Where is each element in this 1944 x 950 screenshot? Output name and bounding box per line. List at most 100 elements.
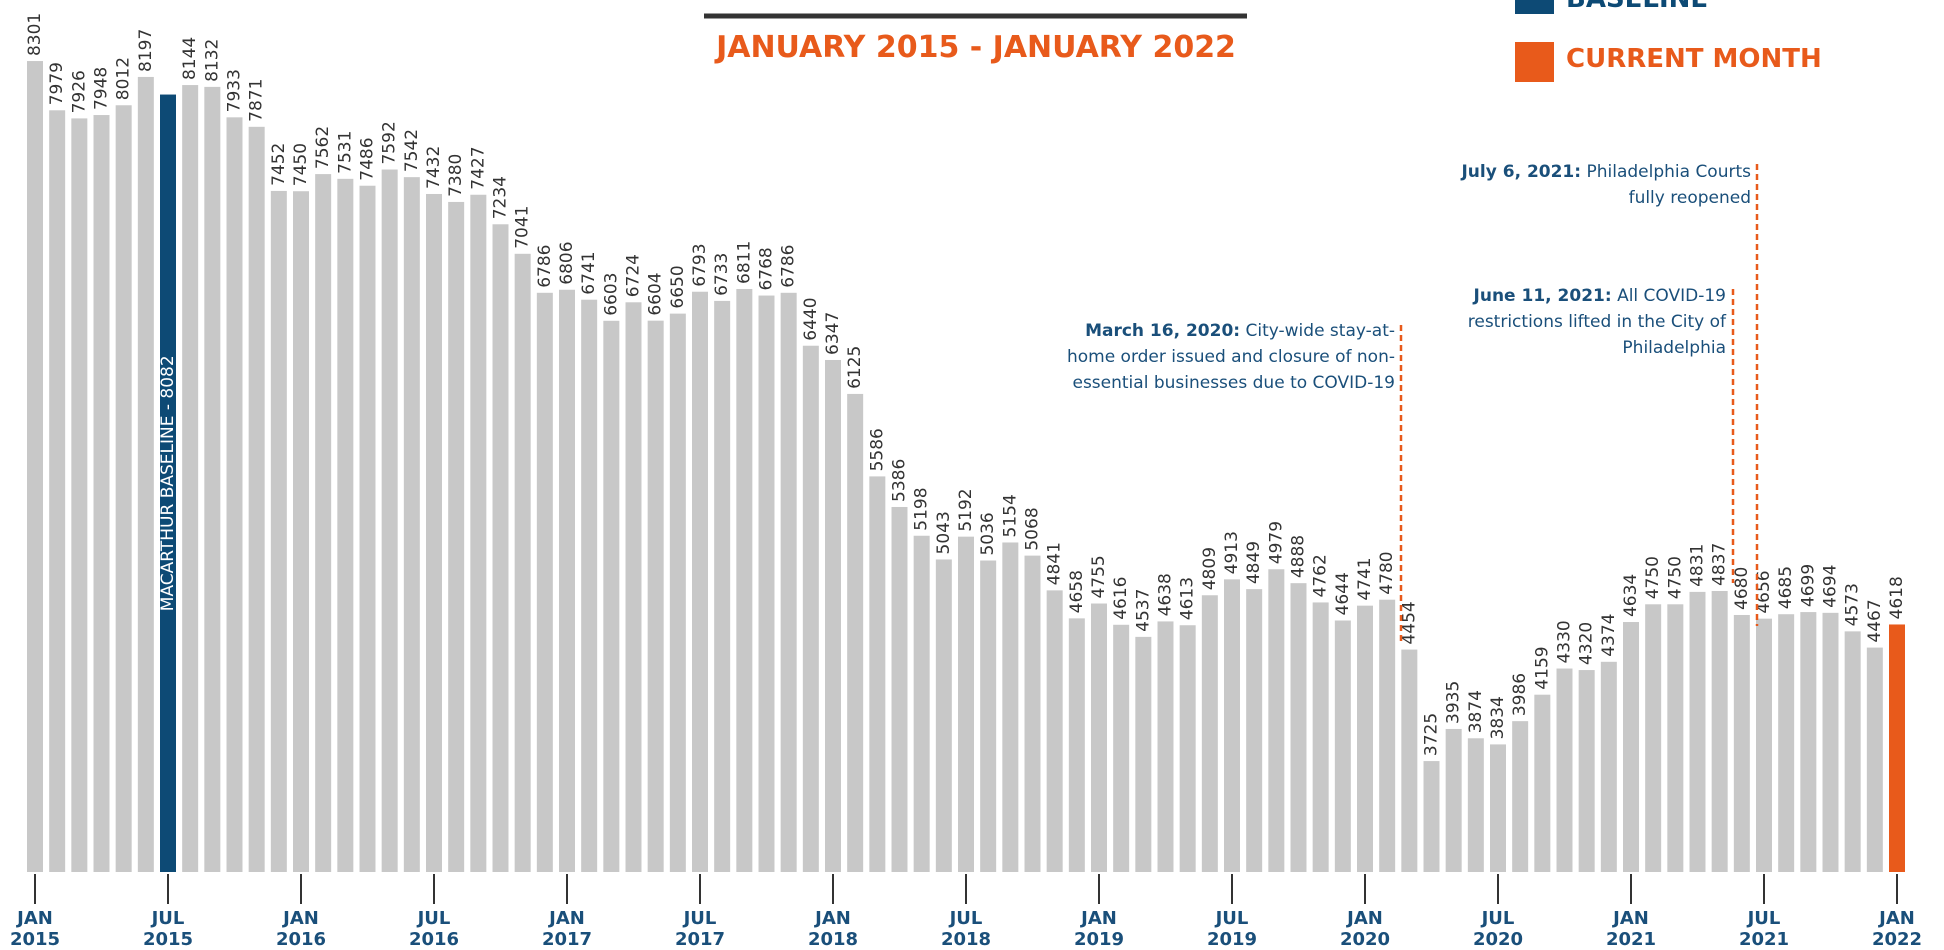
value-label: 4750 xyxy=(1643,556,1663,599)
value-label: 4699 xyxy=(1798,564,1818,607)
value-label: 7979 xyxy=(47,62,67,105)
bar xyxy=(1556,668,1573,872)
value-label: 6806 xyxy=(557,241,577,284)
bar xyxy=(1711,590,1728,872)
value-label: 7452 xyxy=(269,143,289,186)
chart-subtitle: JANUARY 2015 - JANUARY 2022 xyxy=(716,30,1236,65)
bar xyxy=(1778,614,1795,872)
value-label: 6768 xyxy=(757,247,777,290)
value-label: 4762 xyxy=(1311,554,1331,597)
value-label: 8132 xyxy=(202,39,222,82)
value-label: 4979 xyxy=(1266,521,1286,564)
legend-swatch xyxy=(1515,42,1554,82)
annotation-text: Philadelphia Courts fully reopened xyxy=(1586,162,1751,208)
value-label: 8301 xyxy=(25,13,45,56)
bar xyxy=(492,224,509,872)
bar xyxy=(958,536,974,872)
bar xyxy=(1334,620,1351,872)
bar xyxy=(1844,631,1861,872)
bar xyxy=(1290,583,1307,872)
bar xyxy=(1756,618,1772,872)
bar xyxy=(1113,624,1130,872)
value-label: 7926 xyxy=(69,70,89,113)
value-label: 6793 xyxy=(690,243,710,286)
bar xyxy=(1312,602,1329,872)
x-tick-label: JUL 2019 xyxy=(1206,908,1258,950)
value-label: 5192 xyxy=(956,488,976,531)
annotation: July 6, 2021: Philadelphia Courts fully … xyxy=(1461,159,1751,211)
value-label: 3935 xyxy=(1444,681,1464,724)
value-label: 6650 xyxy=(668,265,688,308)
x-tick-label: JAN 2017 xyxy=(541,908,593,950)
bar xyxy=(71,118,88,872)
value-label: 7948 xyxy=(92,67,112,110)
x-tick-label: JAN 2015 xyxy=(9,908,61,950)
bar xyxy=(514,253,531,872)
value-label: 4750 xyxy=(1665,556,1685,599)
value-label: 4755 xyxy=(1089,555,1109,598)
value-label: 7450 xyxy=(291,143,311,186)
bar xyxy=(470,194,487,872)
bar xyxy=(1401,649,1418,872)
x-tick-label: JAN 2020 xyxy=(1339,908,1391,950)
value-label: 4634 xyxy=(1621,574,1641,617)
value-label: 4913 xyxy=(1222,531,1242,574)
annotation-date: March 16, 2020: xyxy=(1085,321,1241,341)
value-label: 3725 xyxy=(1422,713,1442,756)
value-label: 7432 xyxy=(424,146,444,189)
bar xyxy=(426,193,442,872)
value-label: 7234 xyxy=(491,176,511,219)
x-tick-label: JAN 2018 xyxy=(807,908,859,950)
legend-label: BASELINE xyxy=(1566,0,1708,14)
value-label: 4658 xyxy=(1067,570,1087,613)
bar xyxy=(1423,761,1440,872)
value-label: 4656 xyxy=(1754,570,1774,613)
bar xyxy=(270,190,287,872)
bar xyxy=(1490,744,1506,872)
value-label: 7427 xyxy=(468,146,488,189)
bar xyxy=(825,359,841,872)
bar xyxy=(1512,721,1529,872)
value-label: 6603 xyxy=(601,273,621,316)
bar xyxy=(448,201,465,873)
value-label: 4685 xyxy=(1776,566,1796,609)
value-label: 7562 xyxy=(313,126,333,169)
value-label: 7592 xyxy=(380,121,400,164)
bar xyxy=(1268,569,1285,872)
value-label: 4694 xyxy=(1821,565,1841,608)
value-label: 7871 xyxy=(247,79,267,122)
bar xyxy=(1600,661,1617,872)
value-label: 4841 xyxy=(1045,542,1065,585)
bar xyxy=(736,288,753,872)
value-label: 8197 xyxy=(136,29,156,72)
value-label: 6786 xyxy=(535,245,555,288)
value-label: 6347 xyxy=(823,312,843,355)
bar xyxy=(49,110,66,872)
value-label: 4467 xyxy=(1865,599,1885,642)
bar xyxy=(847,393,864,872)
bar xyxy=(359,185,376,872)
value-label: 5198 xyxy=(912,487,932,530)
bar xyxy=(714,300,731,872)
x-tick-label: JUL 2016 xyxy=(408,908,460,950)
value-label: 4616 xyxy=(1111,577,1131,620)
x-tick-label: JAN 2022 xyxy=(1871,908,1923,950)
bar xyxy=(1091,603,1107,872)
bar xyxy=(1800,612,1817,872)
bar xyxy=(1645,604,1662,872)
bar xyxy=(293,191,309,872)
bar xyxy=(559,289,575,872)
value-label: 4320 xyxy=(1577,622,1597,665)
bar xyxy=(1822,612,1839,872)
value-label: 5036 xyxy=(978,512,998,555)
bar xyxy=(137,76,154,872)
bar xyxy=(160,94,176,873)
bar xyxy=(1068,618,1085,872)
bar xyxy=(1246,589,1263,872)
value-label: 4644 xyxy=(1333,572,1353,615)
value-label: 5586 xyxy=(867,428,887,471)
bar xyxy=(1534,694,1551,872)
bar xyxy=(1689,591,1706,872)
bar xyxy=(1224,579,1240,872)
